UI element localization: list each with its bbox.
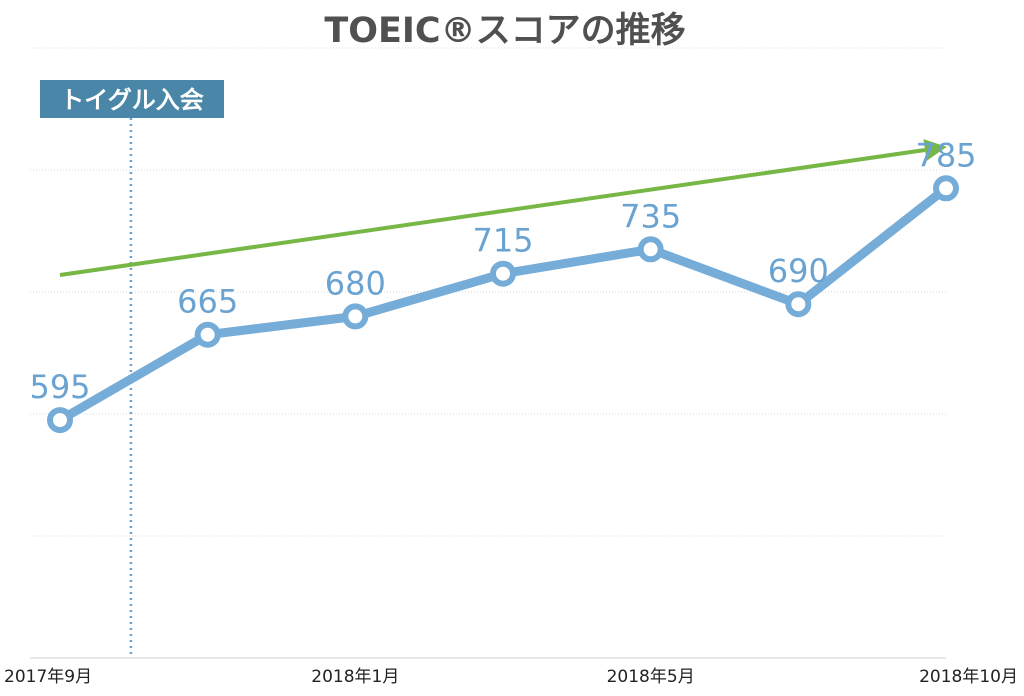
data-point [47,407,73,434]
x-tick-label: 2017年9月 [4,667,92,687]
data-label: 715 [472,222,533,260]
data-point [342,303,369,330]
trend-arrowhead [923,139,947,161]
trend-arrow [59,139,947,277]
data-label: 680 [325,264,386,302]
data-label: 735 [620,197,681,235]
data-point [785,291,812,318]
data-label: 665 [177,283,238,321]
trend-line [59,148,926,277]
data-point [490,260,516,287]
x-tick-label: 2018年10月 [919,667,1018,687]
event-label-box [40,80,224,118]
event-label: トイグル入会 [60,86,204,114]
grid [30,47,946,659]
data-point [194,321,221,348]
chart-title: TOEIC®スコアの推移 [324,11,685,51]
data-label: 785 [915,136,976,174]
x-axis-ticks: 2017年9月 2018年1月 2018年5月 2018年10月 [4,667,1018,687]
data-label: 595 [29,368,90,406]
data-point [637,236,664,263]
annotation: トイグル入会 [40,80,224,658]
x-tick-label: 2018年5月 [607,667,695,687]
data-point [933,175,959,202]
series-line: 595 665 680 715 735 690 785 [29,136,977,434]
x-tick-label: 2018年1月 [311,667,399,687]
data-label: 690 [768,252,829,290]
